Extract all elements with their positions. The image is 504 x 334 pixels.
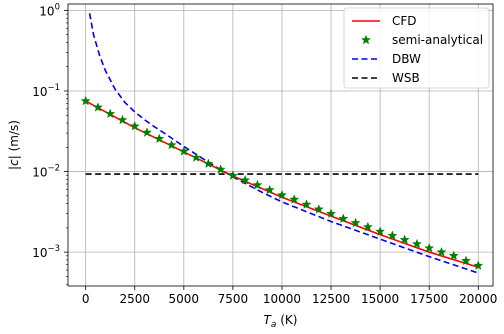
x-tick-label: 15000 — [361, 292, 399, 306]
x-tick-label: 20000 — [459, 292, 497, 306]
y-tick-label: 100 — [39, 2, 60, 18]
data-point — [166, 139, 177, 150]
data-point — [313, 204, 324, 214]
legend-item: CFD — [352, 14, 417, 28]
legend-item: semi-analytical — [360, 33, 483, 47]
data-point — [178, 146, 189, 156]
x-tick-label: 17500 — [410, 292, 448, 306]
x-tick-label: 10000 — [263, 292, 301, 306]
data-point — [448, 250, 459, 261]
x-axis-ticks: 0 2500 5000 7500 10000 12500 15000 17500 20000 — [82, 286, 497, 306]
x-tick-label: 12500 — [312, 292, 350, 306]
legend-label: semi-analytical — [392, 33, 483, 47]
data-point — [289, 194, 300, 204]
data-point — [215, 164, 226, 174]
data-point — [92, 102, 103, 112]
y-tick-label: 10−1 — [32, 83, 60, 99]
data-point — [203, 158, 214, 169]
x-tick-label: 2500 — [119, 292, 150, 306]
data-point — [350, 217, 361, 228]
x-axis-label: Ta (K) — [264, 313, 298, 330]
data-point — [362, 221, 373, 232]
data-point — [301, 199, 312, 209]
legend-label: DBW — [392, 52, 421, 66]
legend-item: DBW — [352, 52, 421, 66]
legend-box — [343, 7, 490, 89]
data-point — [129, 120, 140, 131]
x-tick-label: 0 — [82, 292, 90, 306]
data-point — [252, 179, 263, 190]
data-point — [460, 255, 472, 266]
legend-label: CFD — [392, 14, 417, 28]
plot-frame — [67, 3, 494, 287]
legend-label: WSB — [392, 71, 420, 85]
data-point — [436, 246, 447, 257]
legend: CFD semi-analytical DBW WSB — [343, 7, 490, 89]
x-tick-label: 5000 — [169, 292, 200, 306]
data-point — [338, 213, 349, 223]
data-point — [399, 234, 410, 245]
series-dbw-line — [88, 13, 479, 274]
data-point — [105, 108, 116, 119]
data-point — [117, 114, 128, 125]
y-tick-label: 10−3 — [32, 244, 60, 260]
series-semi-analytical — [80, 95, 484, 270]
data-point — [227, 170, 238, 180]
data-point — [375, 226, 386, 236]
legend-item: WSB — [352, 71, 420, 85]
data-point — [325, 208, 337, 218]
y-axis-ticks: 10−3 10−2 10−1 100 — [32, 2, 68, 285]
data-point — [424, 242, 435, 253]
data-point — [276, 189, 288, 200]
data-point — [411, 238, 422, 249]
y-axis-label: |c| (m/s) — [7, 120, 21, 170]
x-tick-label: 7500 — [218, 292, 249, 306]
data-point — [473, 260, 484, 270]
data-point — [240, 174, 251, 185]
data-point — [154, 133, 165, 144]
y-tick-label: 10−2 — [32, 164, 60, 180]
legend-marker — [360, 34, 372, 45]
data-point — [141, 127, 153, 137]
data-point — [264, 184, 275, 195]
data-point — [387, 230, 398, 240]
series-layer — [80, 13, 484, 274]
data-point — [80, 95, 91, 106]
data-point — [191, 152, 202, 162]
